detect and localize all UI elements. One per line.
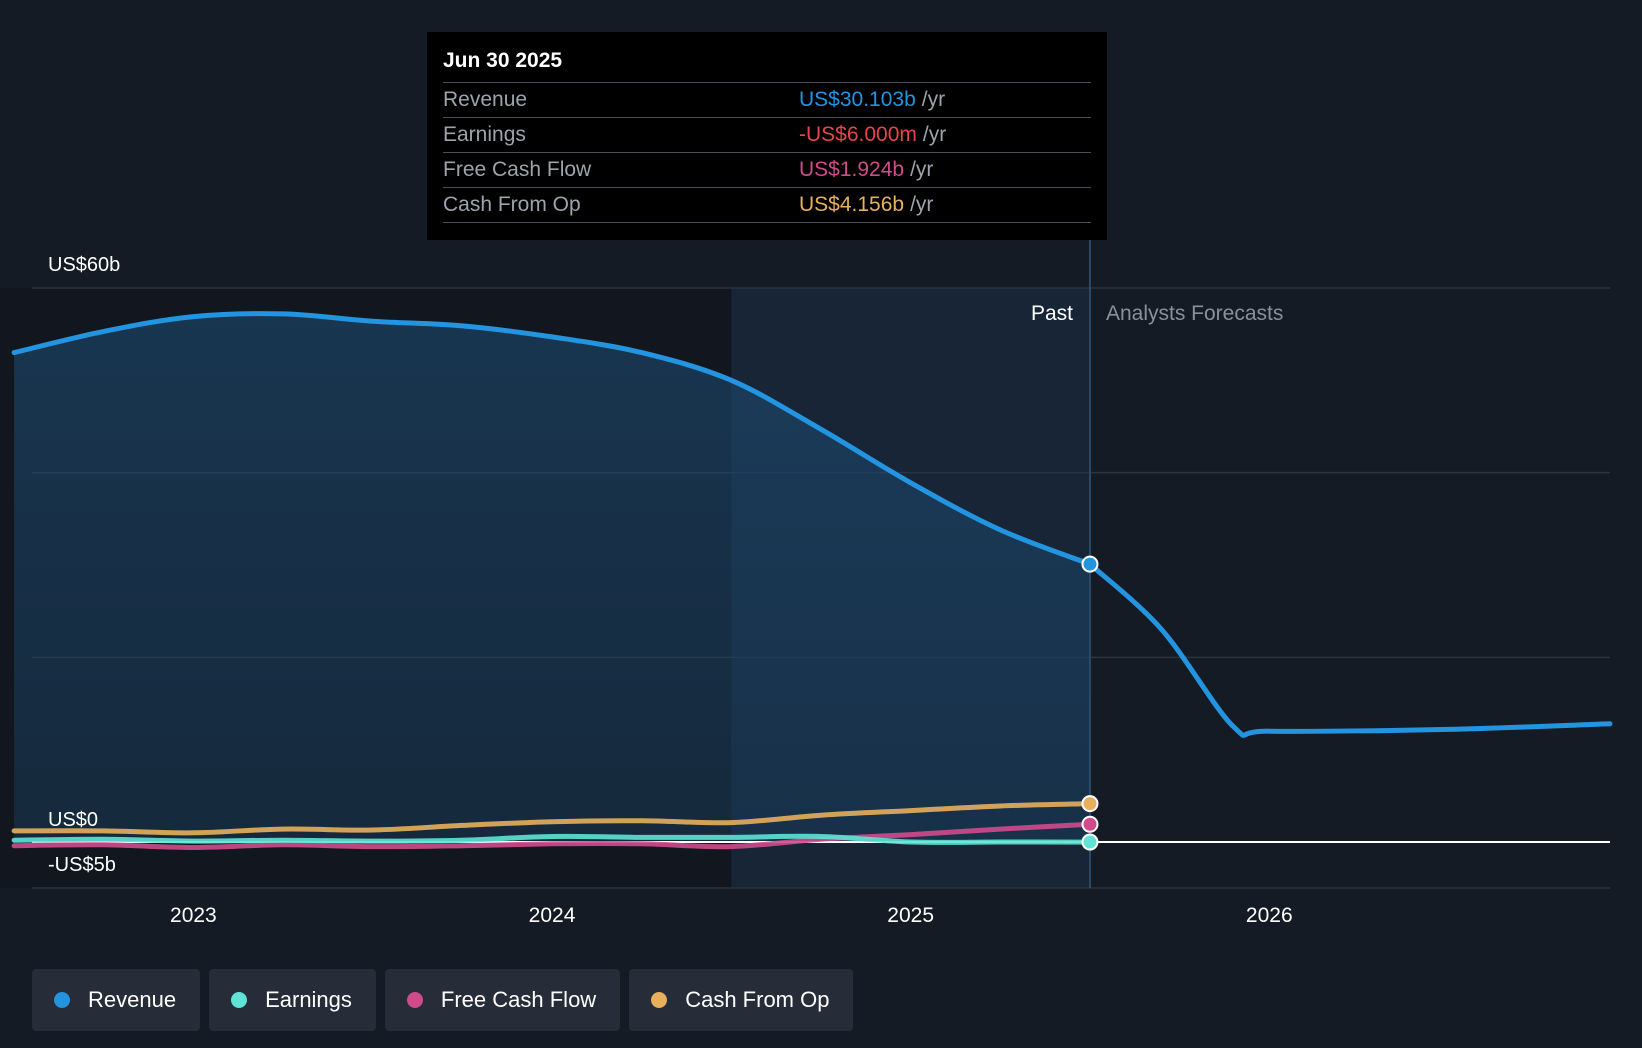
tooltip-value-text: US$1.924b: [799, 158, 905, 181]
legend-item-revenue[interactable]: Revenue: [32, 969, 201, 1031]
tooltip-unit: /yr: [922, 123, 947, 146]
x-tick-label: 2025: [887, 904, 934, 927]
legend-item-cfo[interactable]: Cash From Op: [629, 969, 854, 1031]
revenue-line: [11, 311, 1093, 567]
legend-label: Earnings: [265, 987, 352, 1012]
forecast-label: Analysts Forecasts: [1106, 302, 1283, 325]
x-axis-ticks: 2023 2024 2025 2026: [170, 904, 1293, 927]
y-axis-bottom-label: -US$5b: [48, 854, 116, 876]
tooltip-date: Jun 30 2025: [443, 46, 1091, 83]
tooltip-value: US$4.156b/yr: [799, 188, 933, 221]
revenue-dot-icon: [54, 992, 70, 1008]
tooltip-value-text: US$30.103b: [799, 88, 916, 111]
tooltip-label: Earnings: [443, 123, 526, 146]
tooltip-row-cfo: Cash From Op US$4.156b/yr: [443, 188, 1091, 223]
revenue-marker: [1081, 555, 1099, 573]
earnings-marker: [1081, 833, 1099, 851]
tooltip-unit: /yr: [921, 88, 946, 111]
tooltip-label: Cash From Op: [443, 193, 581, 216]
earnings-dot-icon: [231, 992, 248, 1008]
tooltip: Jun 30 2025 Revenue US$30.103b/yr Earnin…: [427, 32, 1107, 240]
tooltip-unit: /yr: [910, 193, 934, 216]
y-axis-top-label: US$60b: [48, 254, 120, 276]
cfo-dot-icon: [651, 992, 668, 1008]
legend-label: Cash From Op: [685, 987, 830, 1012]
tooltip-row-earnings: Earnings -US$6.000m/yr: [443, 118, 1091, 153]
x-tick-label: 2026: [1246, 904, 1293, 927]
tooltip-label: Revenue: [443, 88, 528, 111]
tooltip-row-fcf: Free Cash Flow US$1.924b/yr: [443, 153, 1091, 188]
revenue-area: [14, 313, 1091, 842]
earnings-line: [11, 833, 1093, 845]
axis-labels: US$60b US$0 -US$5b: [48, 254, 120, 876]
tooltip-row-revenue: Revenue US$30.103b/yr: [443, 83, 1091, 118]
tooltip-unit: /yr: [910, 158, 934, 181]
tooltip-value-text: US$4.156b: [799, 193, 905, 216]
tooltip-label: Free Cash Flow: [443, 158, 592, 181]
tooltip-value-text: -US$6.000m: [799, 123, 917, 146]
revenue-forecast-line: [1087, 561, 1613, 738]
series-lines: [11, 311, 1613, 851]
tooltip-value: US$30.103b/yr: [799, 83, 945, 116]
cfo-line: [11, 801, 1093, 836]
tooltip-value: -US$6.000m/yr: [799, 118, 946, 151]
x-tick-label: 2023: [170, 904, 217, 927]
legend-item-earnings[interactable]: Earnings: [209, 969, 376, 1031]
legend-label: Free Cash Flow: [440, 987, 597, 1012]
past-label: Past: [1031, 302, 1073, 325]
cfo-marker: [1081, 795, 1099, 813]
fcf-marker: [1081, 815, 1099, 833]
x-tick-label: 2024: [529, 904, 576, 927]
legend: Revenue Earnings Free Cash Flow Cash Fro…: [32, 969, 854, 1031]
present-markers: [1081, 555, 1099, 851]
y-axis-zero-label: US$0: [48, 809, 98, 831]
legend-label: Revenue: [88, 987, 177, 1012]
revenue-earnings-chart: US$60b US$0 -US$5b 2023 2024 2025 2026 Past…: [11, 240, 1613, 927]
legend-item-fcf[interactable]: Free Cash Flow: [384, 969, 621, 1031]
fcf-line: [11, 821, 1093, 851]
tooltip-value: US$1.924b/yr: [799, 153, 933, 186]
fcf-dot-icon: [406, 992, 423, 1008]
